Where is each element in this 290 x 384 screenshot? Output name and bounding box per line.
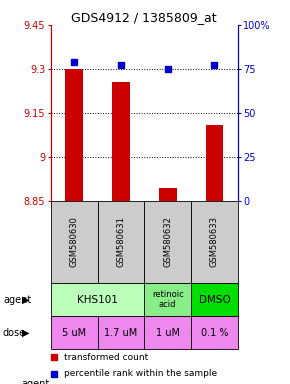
Text: 1 uM: 1 uM	[156, 328, 180, 338]
Text: transformed count: transformed count	[64, 353, 148, 362]
Text: percentile rank within the sample: percentile rank within the sample	[64, 369, 217, 378]
Bar	[144, 283, 191, 316]
Text: agent: agent	[3, 295, 31, 305]
Text: GSM580632: GSM580632	[163, 217, 172, 267]
Text: GSM580631: GSM580631	[116, 217, 125, 267]
Text: 0.1 %: 0.1 %	[201, 328, 228, 338]
Text: KHS101: KHS101	[77, 295, 118, 305]
Bar	[206, 124, 223, 201]
Bar	[191, 201, 238, 283]
Text: ▶: ▶	[22, 295, 29, 305]
Bar	[51, 201, 97, 283]
Bar	[51, 283, 144, 316]
Text: GSM580630: GSM580630	[70, 217, 79, 267]
Text: agent: agent	[21, 379, 49, 384]
Title: GDS4912 / 1385809_at: GDS4912 / 1385809_at	[71, 11, 217, 24]
Text: retinoic
acid: retinoic acid	[152, 290, 184, 310]
Text: 5 uM: 5 uM	[62, 328, 86, 338]
Text: dose: dose	[3, 328, 26, 338]
Bar	[97, 316, 144, 349]
Bar	[191, 316, 238, 349]
Bar	[159, 188, 177, 201]
Bar	[144, 201, 191, 283]
Bar	[65, 69, 83, 201]
Text: DMSO: DMSO	[199, 295, 230, 305]
Bar	[191, 283, 238, 316]
Bar	[51, 316, 97, 349]
Text: GSM580633: GSM580633	[210, 217, 219, 268]
Text: 1.7 uM: 1.7 uM	[104, 328, 137, 338]
Bar	[112, 82, 130, 201]
Bar	[97, 201, 144, 283]
Text: ▶: ▶	[22, 328, 29, 338]
Bar	[144, 316, 191, 349]
